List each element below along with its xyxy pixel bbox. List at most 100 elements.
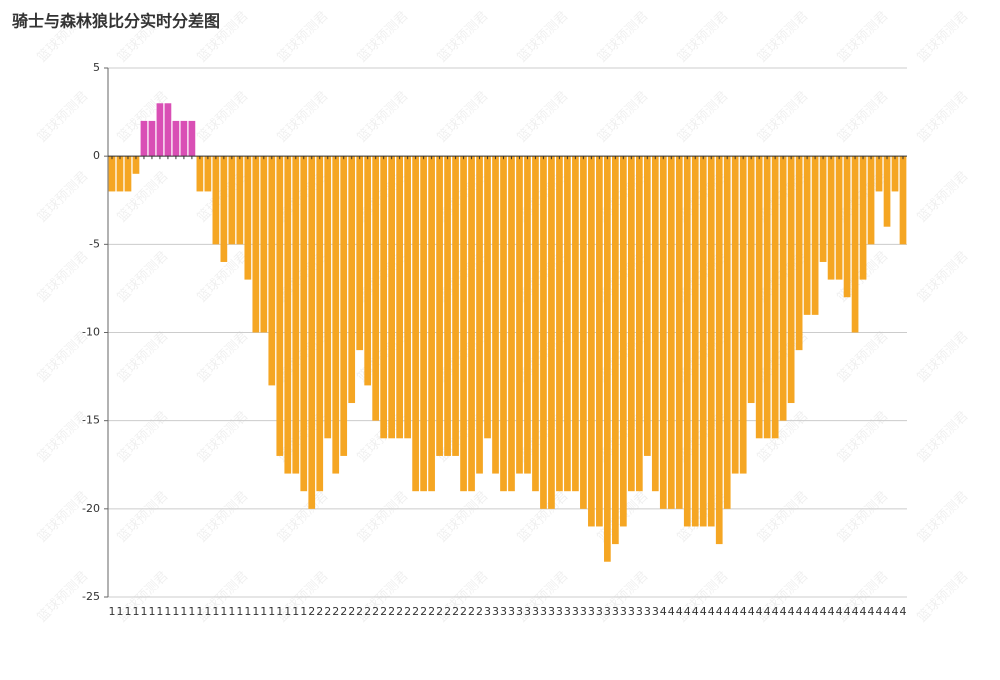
x-tick-label: 1 [268, 605, 275, 618]
bar [324, 156, 332, 439]
bar [412, 156, 419, 492]
bar [340, 156, 348, 456]
x-tick-label: 1 [124, 605, 131, 618]
x-tick-label: 4 [892, 605, 899, 618]
bar [364, 156, 372, 386]
x-tick-label: 2 [436, 605, 443, 618]
bar [508, 156, 515, 492]
x-tick-label: 3 [532, 605, 539, 618]
x-tick-label: 4 [708, 605, 715, 618]
x-tick-label: 2 [460, 605, 467, 618]
x-tick-label: 4 [764, 605, 771, 618]
x-tick-label: 3 [564, 605, 571, 618]
x-tick-label: 2 [444, 605, 451, 618]
watermark: 篮球预测君 [195, 489, 252, 546]
x-tick-label: 4 [796, 605, 803, 618]
bar [372, 156, 380, 421]
y-tick-label: -10 [82, 326, 100, 339]
watermark: 篮球预测君 [835, 329, 892, 386]
bar [468, 156, 475, 492]
x-tick-label: 2 [316, 605, 323, 618]
watermark: 篮球预测君 [915, 489, 972, 546]
bar [851, 156, 859, 333]
bar [556, 156, 563, 492]
x-tick-label: 2 [380, 605, 387, 618]
x-tick-label: 4 [748, 605, 755, 618]
bar [588, 156, 595, 527]
x-tick-label: 2 [476, 605, 483, 618]
bar [452, 156, 459, 456]
watermark: 篮球预测君 [515, 9, 572, 66]
watermark: 篮球预测君 [915, 409, 972, 466]
watermark: 篮球预测君 [35, 249, 92, 306]
x-tick-label: 1 [132, 605, 139, 618]
x-tick-label: 1 [108, 605, 115, 618]
x-tick-label: 3 [516, 605, 523, 618]
x-tick-label: 1 [244, 605, 251, 618]
watermark: 篮球预测君 [435, 489, 492, 546]
bar [723, 156, 731, 509]
bar [612, 156, 619, 545]
x-tick-label: 1 [284, 605, 291, 618]
x-tick-label: 3 [484, 605, 491, 618]
watermark: 篮球预测君 [275, 89, 332, 146]
bar [548, 156, 555, 509]
x-tick-label: 4 [788, 605, 795, 618]
x-tick-label: 3 [604, 605, 611, 618]
bar [500, 156, 507, 492]
x-tick-label: 4 [740, 605, 747, 618]
watermark: 篮球预测君 [915, 89, 972, 146]
watermark: 篮球预测君 [435, 89, 492, 146]
bar [779, 156, 787, 421]
bar [484, 156, 491, 439]
watermark: 篮球预测君 [195, 409, 252, 466]
x-tick-label: 3 [644, 605, 651, 618]
bar [420, 156, 427, 492]
bar [572, 156, 579, 492]
bar [899, 156, 907, 245]
y-tick-label: 5 [93, 61, 100, 74]
x-tick-label: 3 [596, 605, 603, 618]
x-tick-label: 1 [220, 605, 227, 618]
bar [683, 156, 691, 527]
bar [811, 156, 819, 315]
bar [803, 156, 811, 315]
x-tick-label: 4 [828, 605, 835, 618]
x-tick-label: 2 [420, 605, 427, 618]
x-tick-label: 3 [492, 605, 499, 618]
x-tick-label: 3 [572, 605, 579, 618]
x-tick-label: 3 [636, 605, 643, 618]
bar [276, 156, 284, 456]
x-tick-label: 1 [276, 605, 283, 618]
x-tick-label: 4 [684, 605, 691, 618]
bar [843, 156, 851, 298]
x-tick-label: 4 [852, 605, 859, 618]
bar [691, 156, 699, 527]
watermark: 篮球预测君 [355, 489, 412, 546]
bar [356, 156, 364, 351]
x-tick-label: 4 [812, 605, 819, 618]
x-tick-label: 2 [452, 605, 459, 618]
bar [731, 156, 739, 474]
x-tick-label: 2 [428, 605, 435, 618]
x-tick-label: 2 [340, 605, 347, 618]
bar [428, 156, 435, 492]
watermark: 篮球预测君 [355, 89, 412, 146]
x-tick-label: 4 [836, 605, 843, 618]
watermark: 篮球预测君 [115, 329, 172, 386]
watermark: 篮球预测君 [115, 249, 172, 306]
bar [204, 156, 212, 192]
x-tick-label: 1 [212, 605, 219, 618]
watermark: 篮球预测君 [355, 9, 412, 66]
bar [332, 156, 340, 474]
bar [180, 120, 188, 157]
x-tick-label: 4 [844, 605, 851, 618]
watermark: 篮球预测君 [915, 329, 972, 386]
x-tick-label: 1 [180, 605, 187, 618]
x-tick-label: 3 [612, 605, 619, 618]
bar [244, 156, 252, 280]
bar [236, 156, 244, 245]
x-tick-label: 4 [884, 605, 891, 618]
x-tick-label: 2 [388, 605, 395, 618]
bar [268, 156, 276, 386]
